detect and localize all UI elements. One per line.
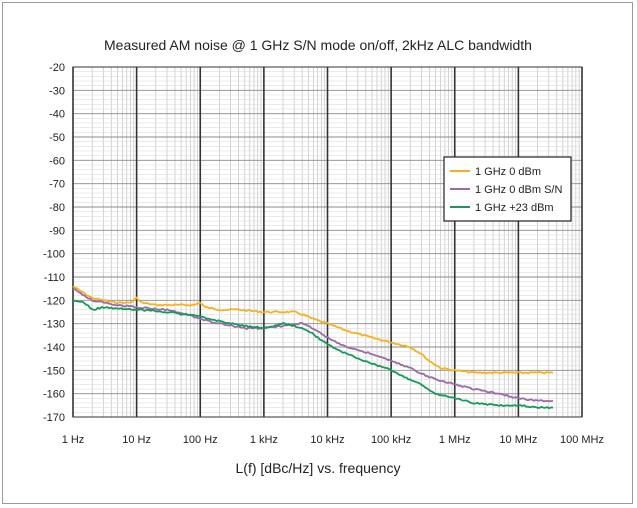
x-tick-label: 10 MHz bbox=[499, 434, 537, 446]
legend-label: 1 GHz 0 dBm S/N bbox=[475, 184, 562, 196]
y-tick-label: -160 bbox=[43, 389, 65, 401]
x-tick-label: 10 Hz bbox=[122, 434, 151, 446]
y-tick-label: -50 bbox=[49, 132, 65, 144]
series-line bbox=[72, 288, 554, 403]
y-tick-labels: -20 -30 -40 -50 -60 -70 -80 -90 -100 -110 -120 -130… bbox=[43, 62, 65, 424]
y-tick-label: -170 bbox=[43, 412, 65, 424]
x-tick-label: 1 Hz bbox=[62, 434, 85, 446]
x-tick-label: 100 MHz bbox=[560, 434, 604, 446]
chart-title: Measured AM noise @ 1 GHz S/N mode on/of… bbox=[104, 37, 532, 53]
y-tick-label: -60 bbox=[49, 155, 65, 167]
y-tick-label: -20 bbox=[49, 62, 65, 74]
x-tick-label: 1 MHz bbox=[439, 434, 471, 446]
x-tick-label: 100 kHz bbox=[371, 434, 411, 446]
y-tick-label: -150 bbox=[43, 365, 65, 377]
series-line bbox=[72, 285, 554, 375]
y-tick-label: -110 bbox=[44, 272, 65, 284]
y-tick-label: -40 bbox=[49, 109, 65, 121]
plot-area bbox=[72, 66, 583, 418]
y-tick-label: -80 bbox=[49, 202, 65, 214]
legend-label: 1 GHz +23 dBm bbox=[475, 202, 554, 214]
series-line bbox=[72, 299, 554, 410]
y-tick-label: -120 bbox=[43, 295, 65, 307]
y-tick-label: -130 bbox=[43, 319, 65, 331]
legend-label: 1 GHz 0 dBm bbox=[475, 166, 541, 178]
y-tick-label: -140 bbox=[43, 342, 65, 354]
x-axis-label: L(f) [dBc/Hz] vs. frequency bbox=[236, 460, 401, 476]
series-layer bbox=[72, 285, 554, 410]
y-tick-label: -100 bbox=[43, 249, 65, 261]
legend: 1 GHz 0 dBm 1 GHz 0 dBm S/N 1 GHz +23 dBm bbox=[443, 156, 572, 222]
y-tick-label: -70 bbox=[49, 179, 65, 191]
x-tick-labels: 1 Hz 10 Hz 100 Hz 1 kHz 10 kHz 100 kHz 1 MHz 10… bbox=[62, 434, 604, 446]
major-grid bbox=[72, 66, 583, 418]
y-tick-label: -30 bbox=[49, 85, 65, 97]
y-tick-label: -90 bbox=[49, 225, 65, 237]
x-tick-label: 100 Hz bbox=[183, 434, 218, 446]
x-tick-label: 10 kHz bbox=[310, 434, 344, 446]
x-tick-label: 1 kHz bbox=[250, 434, 278, 446]
